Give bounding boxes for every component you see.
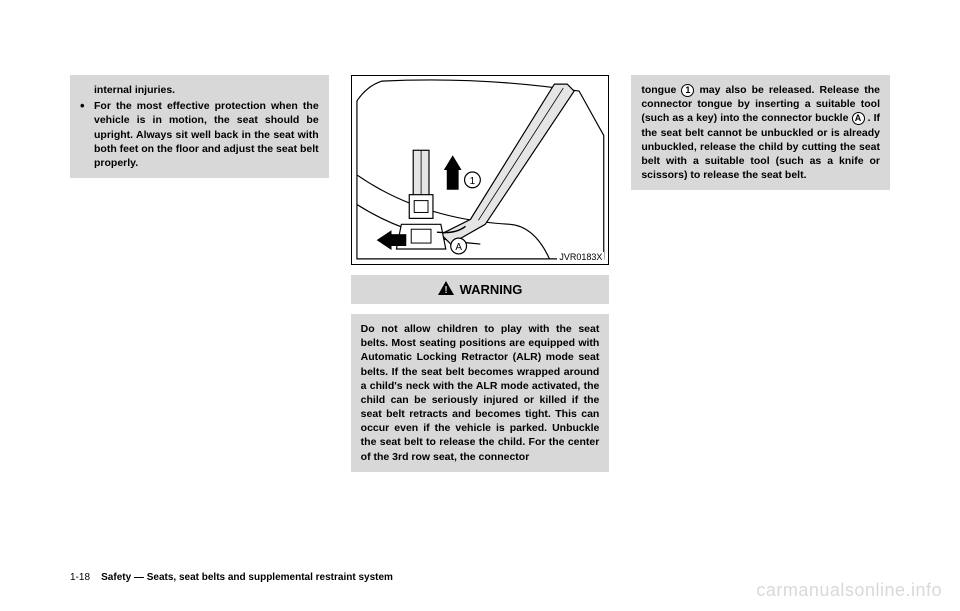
svg-text:A: A (455, 242, 462, 253)
circled-A: A (852, 112, 865, 125)
circled-1: 1 (681, 84, 694, 97)
bullet-dot: • (80, 99, 94, 170)
page-number: 1-18 (70, 572, 90, 583)
warning-label: WARNING (460, 282, 523, 297)
warning-icon: ! (438, 281, 454, 298)
figure-caption: JVR0183X (557, 252, 604, 262)
warning-body-text: Do not allow children to play with the s… (361, 323, 600, 463)
seat-belt-diagram-svg: 1 A (352, 76, 609, 264)
seat-belt-figure: 1 A JVR0183X (351, 75, 610, 265)
col3-text-pre: tongue (641, 84, 681, 96)
column-center: 1 A JVR0183X ! WARNING Do not allow chil… (351, 75, 610, 555)
column-right: tongue 1 may also be released. Release t… (631, 75, 890, 555)
bullet-text: For the most effective protection when t… (94, 99, 319, 170)
right-gray-box: tongue 1 may also be released. Release t… (631, 75, 890, 190)
bullet-item: • For the most effective protection when… (80, 99, 319, 170)
warning-header: ! WARNING (351, 275, 610, 304)
left-gray-box: internal injuries. • For the most effect… (70, 75, 329, 178)
column-left: internal injuries. • For the most effect… (70, 75, 329, 555)
svg-text:1: 1 (469, 176, 474, 187)
watermark: carmanualsonline.info (756, 580, 942, 601)
section-title: Safety — Seats, seat belts and supplemen… (101, 572, 393, 583)
intro-line: internal injuries. (80, 83, 319, 97)
page-columns: internal injuries. • For the most effect… (70, 75, 890, 555)
svg-text:!: ! (444, 285, 447, 295)
page-footer: 1-18 Safety — Seats, seat belts and supp… (70, 572, 393, 583)
warning-body-box: Do not allow children to play with the s… (351, 314, 610, 472)
